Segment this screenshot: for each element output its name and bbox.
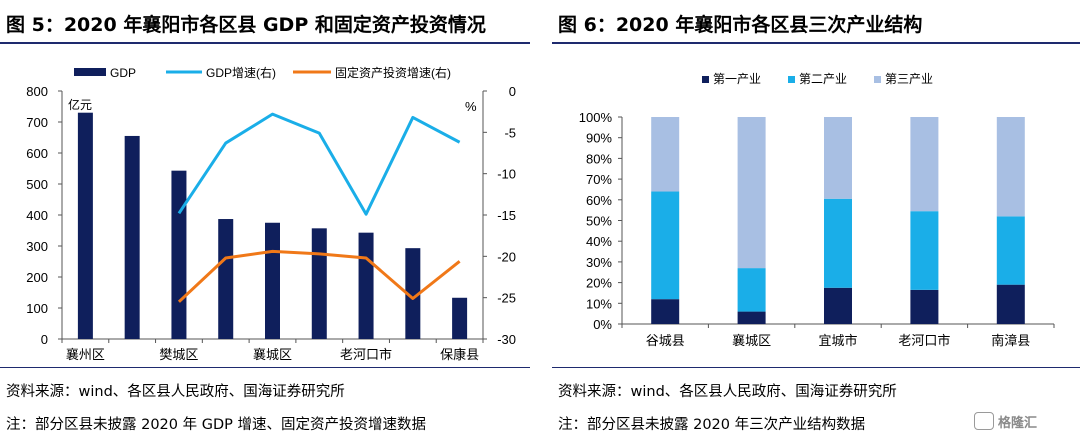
left-source-text: 资料来源：wind、各区县人民政府、国海证券研究所 (6, 384, 345, 400)
gdp-bar (452, 297, 468, 339)
right-source-text: 资料来源：wind、各区县人民政府、国海证券研究所 (558, 384, 897, 400)
right-y-tick-label: 0 (509, 84, 516, 99)
y-tick-label: 70% (586, 172, 612, 187)
right-axis-unit-label: % (465, 99, 477, 114)
left-bottom-rule (0, 367, 530, 368)
right-y-tick-label: -5 (504, 125, 516, 140)
y-tick-label: 40% (586, 234, 612, 249)
gdp-bar (77, 112, 93, 339)
y-tick-label: 0% (593, 317, 612, 332)
right-figure-panel: 图 6：2020 年襄阳市各区县三次产业结构 0% 10% 20% 30% 40% 50%… (552, 0, 1080, 437)
right-y-tick-label: -30 (497, 332, 516, 347)
left-title-rule (0, 42, 530, 44)
x-tick-label: 南漳县 (991, 333, 1030, 348)
stack-segment-1 (824, 287, 852, 324)
legend-swatch-1 (702, 76, 709, 83)
watermark: 格隆汇 (974, 408, 1074, 434)
legend-label-3: 第三产业 (885, 72, 933, 86)
left-y-tick-label: 600 (26, 146, 48, 161)
legend-label-2: 第二产业 (799, 72, 847, 86)
x-tick-label: 保康县 (440, 347, 479, 362)
y-tick-label: 50% (586, 214, 612, 229)
stack-segment-3 (996, 117, 1025, 217)
right-title-rule (552, 42, 1080, 44)
stack-segment-2 (824, 198, 852, 288)
x-tick-label: 襄城区 (732, 333, 771, 348)
stack-segment-1 (910, 289, 939, 324)
legend-swatch-3 (874, 76, 881, 83)
x-tick-label: 樊城区 (159, 347, 198, 362)
y-tick-label: 80% (586, 151, 612, 166)
stack-segment-2 (737, 268, 766, 312)
y-tick-label: 30% (586, 255, 612, 270)
watermark-text: 格隆汇 (998, 415, 1038, 431)
legend-investment-label: 固定资产投资增速(右) (335, 65, 451, 80)
right-y-tick-label: -15 (497, 208, 516, 223)
left-figure-title: 图 5：2020 年襄阳市各区县 GDP 和固定资产投资情况 (6, 14, 486, 36)
left-y-tick-label: 100 (26, 301, 48, 316)
left-y-tick-label: 0 (41, 332, 48, 347)
left-figure-panel: 图 5：2020 年襄阳市各区县 GDP 和固定资产投资情况 0 100 200 30… (0, 0, 530, 437)
stack-segment-1 (996, 284, 1025, 324)
right-bottom-rule (552, 367, 1080, 368)
y-tick-label: 60% (586, 193, 612, 208)
left-y-tick-label: 300 (26, 239, 48, 254)
stack-segment-1 (737, 311, 766, 324)
legend-gdp-swatch (74, 68, 106, 76)
right-figure-title: 图 6：2020 年襄阳市各区县三次产业结构 (558, 14, 923, 36)
y-tick-label: 10% (586, 296, 612, 311)
y-tick-label: 90% (586, 131, 612, 146)
gdp-bar (171, 170, 187, 339)
left-y-tick-label: 800 (26, 84, 48, 99)
y-tick-label: 20% (586, 276, 612, 291)
left-y-tick-label: 700 (26, 115, 48, 130)
legend-swatch-2 (788, 76, 795, 83)
stack-segment-1 (651, 299, 680, 324)
stack-segment-2 (651, 191, 680, 300)
right-y-tick-label: -25 (497, 291, 516, 306)
legend-gdp-label: GDP (110, 66, 136, 80)
gdp-growth-line (177, 112, 461, 216)
left-y-tick-label: 500 (26, 177, 48, 192)
right-note-text: 注：部分区县未披露 2020 年三次产业结构数据 (558, 417, 866, 433)
legend-label-1: 第一产业 (713, 72, 761, 86)
x-tick-label: 老河口市 (898, 333, 950, 348)
investment-growth-line (177, 249, 461, 303)
right-y-tick-label: -20 (497, 249, 516, 264)
left-y-tick-label: 200 (26, 270, 48, 285)
left-note-text: 注：部分区县未披露 2020 年 GDP 增速、固定资产投资增速数据 (6, 417, 426, 433)
gdp-bar (358, 232, 374, 339)
stack-segment-3 (651, 117, 680, 192)
y-tick-label: 100% (579, 110, 613, 125)
gdp-bar (218, 219, 234, 339)
stack-segment-3 (910, 117, 939, 212)
stack-segment-2 (910, 211, 939, 290)
gdp-investment-chart: 0 100 200 300 400 500 600 700 800 0 -5 -10 -15 -20 -25… (26, 65, 516, 362)
gdp-bar (405, 248, 421, 339)
x-tick-label: 襄州区 (66, 347, 105, 362)
x-tick-label: 宜城市 (818, 333, 857, 348)
x-tick-label: 谷城县 (646, 333, 685, 348)
left-y-tick-label: 400 (26, 208, 48, 223)
legend-gdp-growth-label: GDP增速(右) (206, 65, 276, 80)
left-axis-unit-label: 亿元 (68, 97, 92, 112)
watermark-logo-icon (974, 412, 994, 430)
industry-structure-chart: 0% 10% 20% 30% 40% 50% 60% 70% 80% 90% 100% 谷城县 襄城区 宜… (579, 72, 1055, 348)
x-tick-label: 老河口市 (340, 347, 392, 362)
x-tick-label: 襄城区 (253, 347, 292, 362)
stack-segment-3 (737, 117, 766, 269)
stack-segment-2 (996, 216, 1025, 285)
right-y-tick-label: -10 (497, 167, 516, 182)
gdp-bar (265, 222, 280, 339)
gdp-bar (124, 135, 140, 339)
gdp-bar (311, 228, 327, 339)
stack-segment-3 (824, 117, 852, 199)
